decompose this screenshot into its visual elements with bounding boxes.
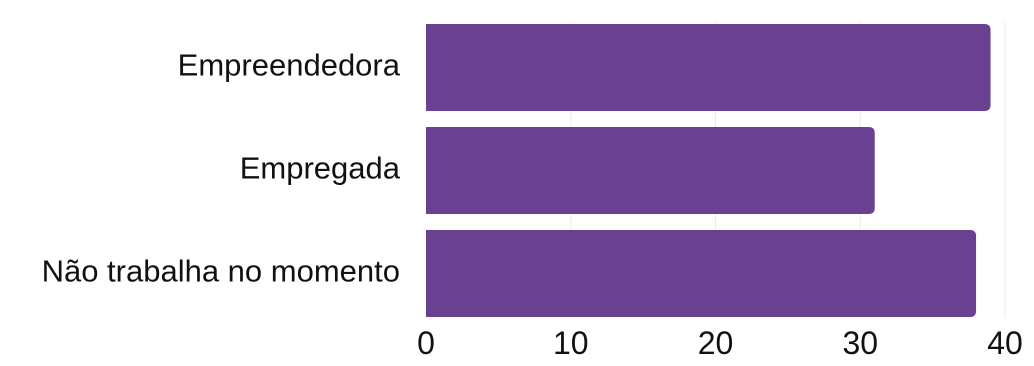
x-tick-label-20: 20 (698, 325, 734, 361)
category-label-3: Não trabalha no momento (42, 254, 400, 289)
bar-3 (426, 230, 977, 317)
bar-layer (426, 24, 991, 317)
category-label-1: Empreendedora (178, 48, 401, 83)
bar-2 (426, 127, 875, 214)
x-tick-label-30: 30 (842, 325, 878, 361)
x-tick-label-10: 10 (553, 325, 589, 361)
bar-1 (426, 24, 991, 111)
x-tick-label-0: 0 (417, 325, 435, 361)
x-axis-tick-labels: 0 10 20 30 40 (417, 325, 1023, 361)
category-labels: Empreendedora Empregada Não trabalha no mo… (42, 48, 401, 289)
x-tick-label-40: 40 (987, 325, 1023, 361)
category-label-2: Empregada (240, 151, 401, 186)
